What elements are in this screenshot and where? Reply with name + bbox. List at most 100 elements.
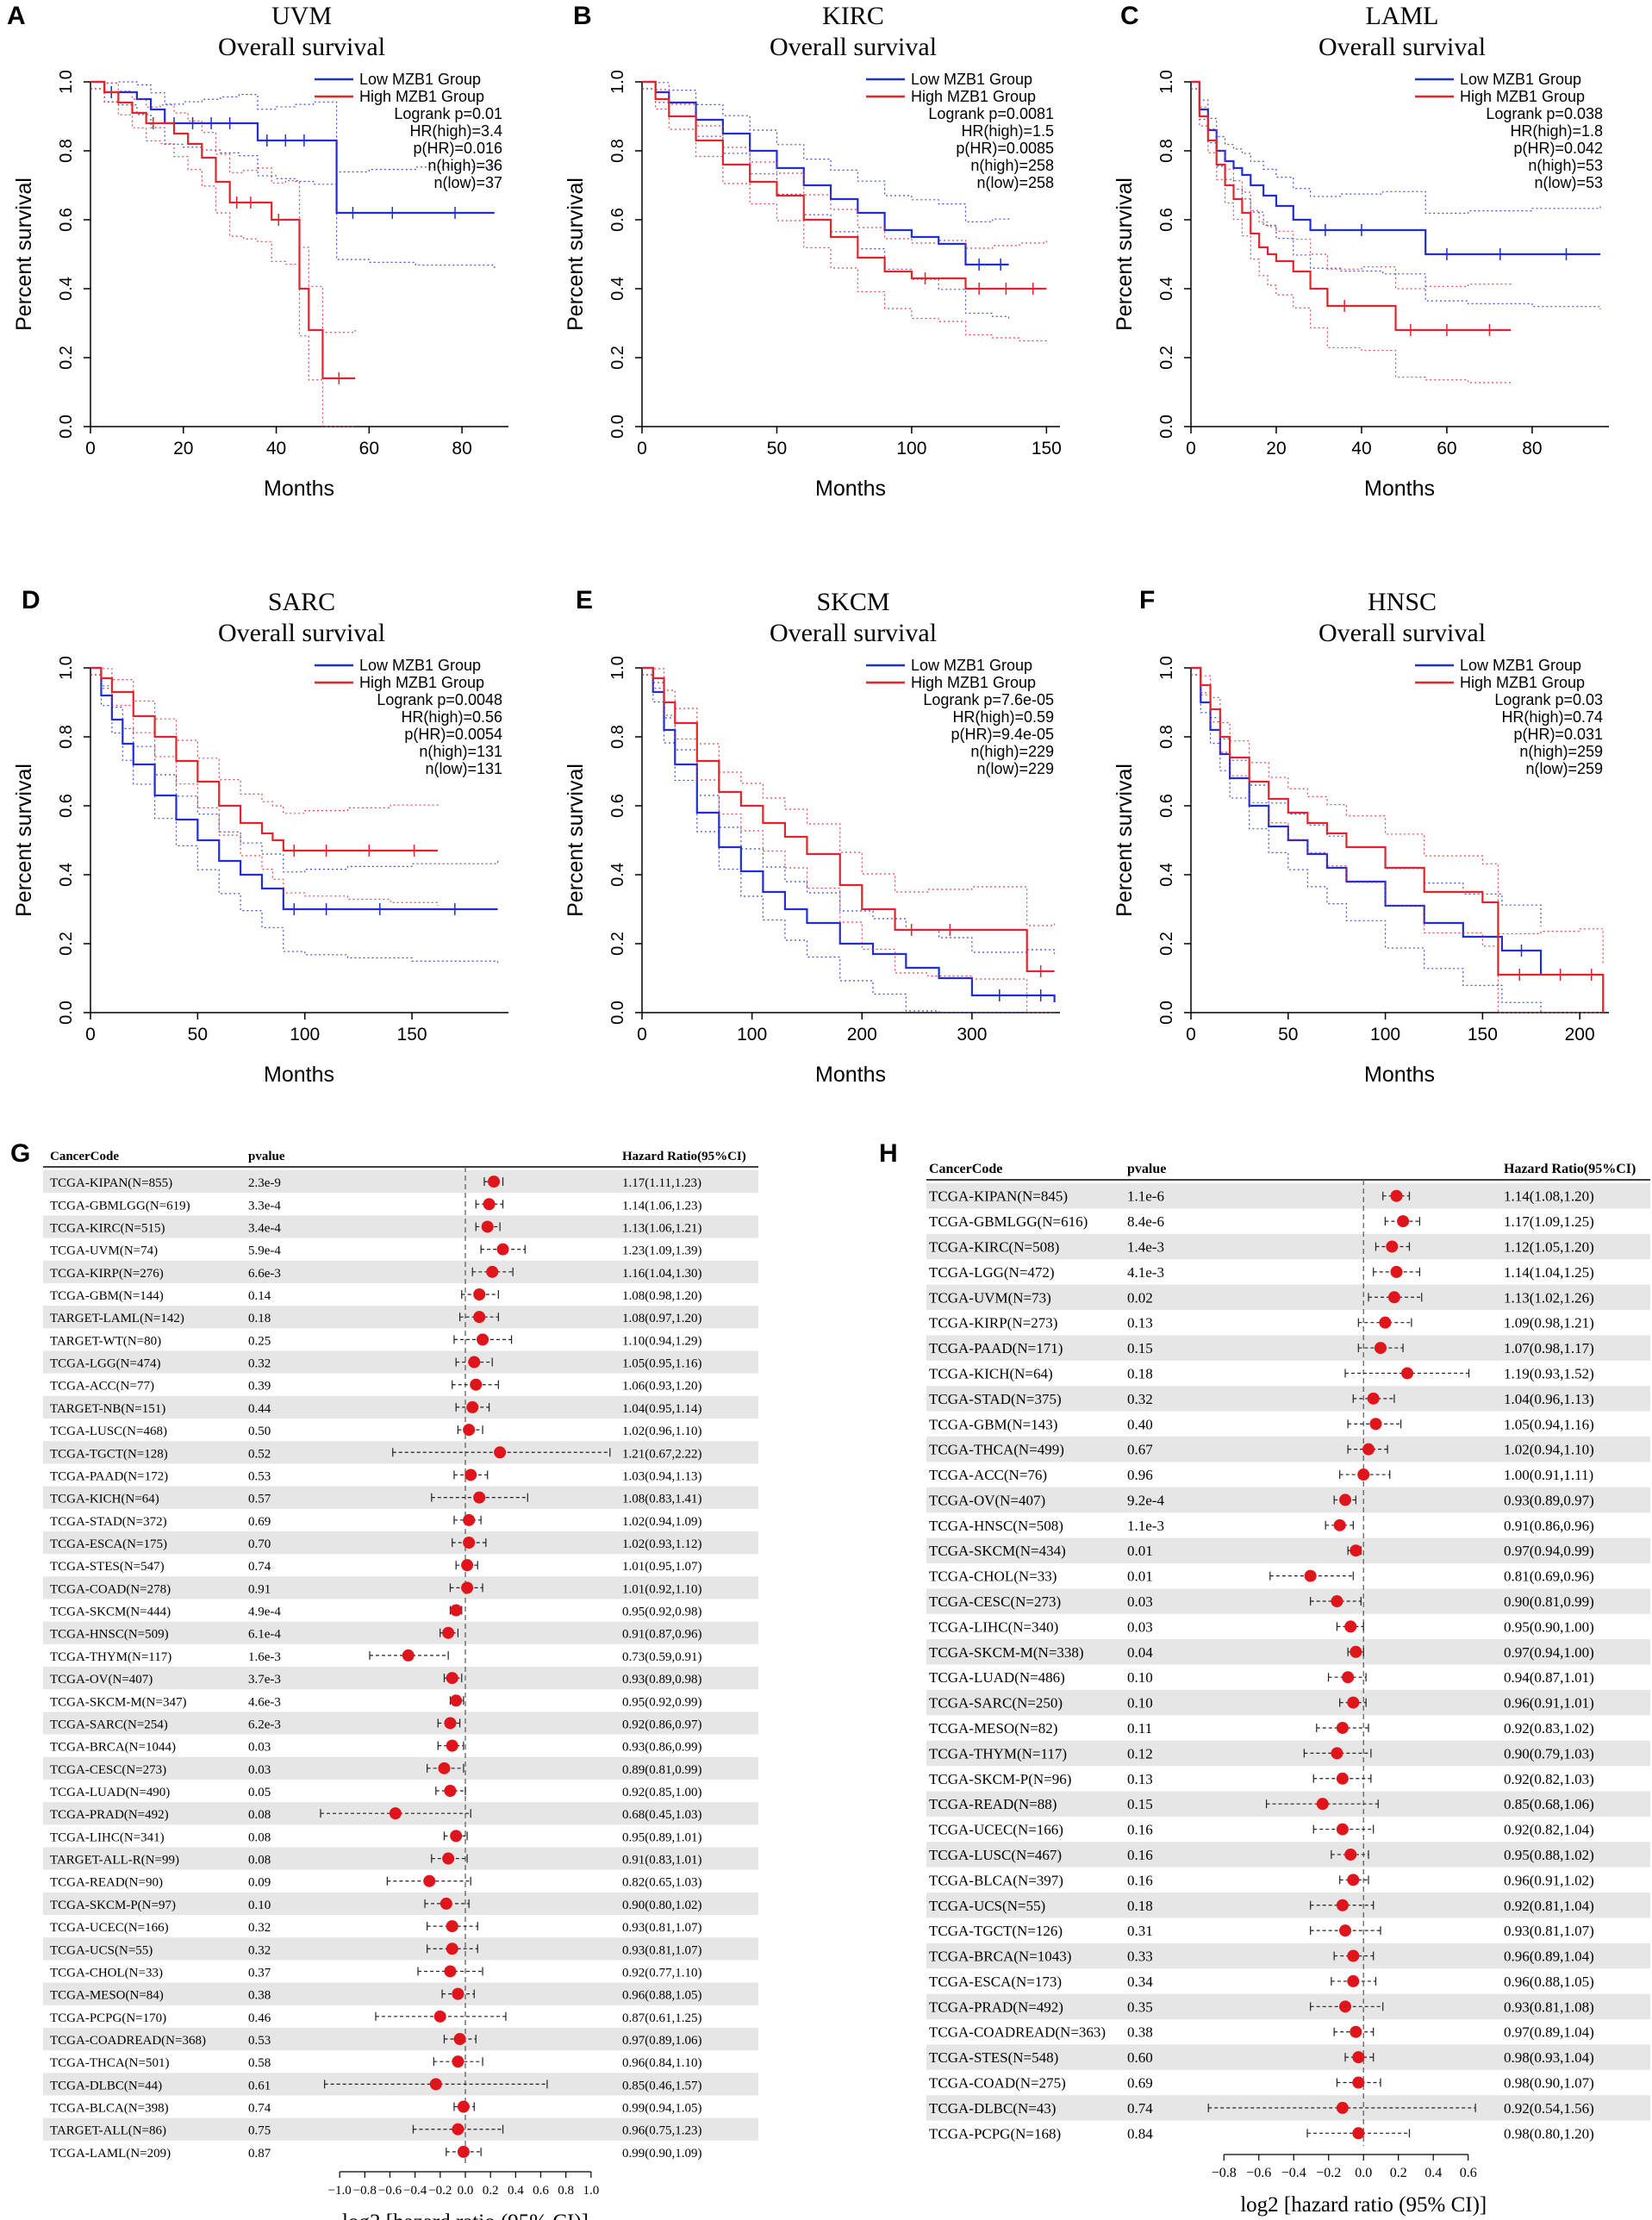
row-cancer-code: TCGA-UVM(N=73) bbox=[929, 1289, 1051, 1306]
x-axis-label: Months bbox=[815, 1063, 886, 1087]
row-hazard-ratio: 1.17(1.09,1.25) bbox=[1504, 1213, 1594, 1230]
y-tick-label: 0.4 bbox=[57, 863, 76, 887]
hr-point bbox=[496, 1243, 509, 1256]
row-hazard-ratio: 0.90(0.80,1.02) bbox=[622, 1899, 702, 1912]
y-tick-label: 0.8 bbox=[1157, 139, 1176, 163]
row-pvalue: 0.32 bbox=[248, 1943, 271, 1957]
km-panel-kirc: KIRC Overall survival 0.0 0.2 0.4 0.6 0.8 1.0 0 5… bbox=[552, 0, 1103, 517]
panel-label-h: H bbox=[879, 1139, 898, 1168]
row-band bbox=[926, 1740, 1650, 1767]
row-hazard-ratio: 0.92(0.82,1.04) bbox=[1504, 1822, 1594, 1838]
row-pvalue: 0.18 bbox=[248, 1312, 271, 1325]
legend-label: High MZB1 Group bbox=[911, 88, 1036, 105]
hr-point bbox=[446, 1739, 458, 1752]
row-hazard-ratio: 0.97(0.94,0.99) bbox=[1504, 1543, 1594, 1559]
x-axis-label: Months bbox=[1364, 477, 1435, 501]
hr-point bbox=[494, 1446, 507, 1459]
chart-title: KIRC bbox=[822, 2, 884, 30]
row-cancer-code: TCGA-UVM(N=74) bbox=[50, 1244, 158, 1258]
hr-point bbox=[481, 1220, 494, 1233]
series-low-line bbox=[90, 666, 498, 911]
row-cancer-code: TCGA-ACC(N=76) bbox=[929, 1467, 1047, 1483]
stat-label: HR(high)=1.8 bbox=[1510, 122, 1603, 140]
y-axis-label: Percent survival bbox=[564, 764, 588, 917]
row-hazard-ratio: 0.99(0.90,1.09) bbox=[622, 2147, 702, 2161]
hr-point bbox=[1352, 2076, 1365, 2089]
y-tick-label: 0.8 bbox=[608, 725, 627, 749]
panel-label-e: E bbox=[576, 586, 594, 614]
row-hazard-ratio: 0.98(0.93,1.04) bbox=[1504, 2049, 1594, 2066]
row-band bbox=[43, 1260, 758, 1283]
row-pvalue: 3.3e-4 bbox=[248, 1199, 281, 1213]
panel-label-c: C bbox=[1120, 2, 1139, 30]
row-hazard-ratio: 1.09(0.98,1.21) bbox=[1504, 1315, 1594, 1331]
row-band bbox=[926, 1893, 1650, 1918]
row-band bbox=[43, 2027, 758, 2051]
chart-subtitle: Overall survival bbox=[1318, 33, 1486, 61]
y-tick-label: 0.6 bbox=[1157, 794, 1176, 818]
hr-point bbox=[1339, 1494, 1352, 1506]
panel-label-a: A bbox=[7, 2, 26, 30]
x-tick-label: −0.4 bbox=[403, 2184, 427, 2198]
x-tick-label: 100 bbox=[896, 439, 926, 458]
row-cancer-code: TCGA-COADREAD(N=368) bbox=[50, 2034, 206, 2048]
row-hazard-ratio: 0.92(0.82,1.03) bbox=[1504, 1771, 1594, 1787]
stat-label: p(HR)=0.016 bbox=[413, 140, 502, 157]
row-pvalue: 0.15 bbox=[1127, 1340, 1153, 1356]
row-pvalue: 0.16 bbox=[1127, 1822, 1153, 1838]
y-tick-label: 0.0 bbox=[1157, 1001, 1176, 1025]
x-tick-label: 150 bbox=[1032, 439, 1062, 458]
series-high-line bbox=[90, 666, 438, 852]
row-band bbox=[926, 1284, 1650, 1310]
row-band bbox=[926, 1942, 1650, 1969]
row-cancer-code: TCGA-STAD(N=372) bbox=[50, 1515, 167, 1529]
chart-subtitle: Overall survival bbox=[218, 619, 385, 647]
row-band bbox=[43, 1892, 758, 1915]
stat-label: n(low)=229 bbox=[976, 760, 1054, 777]
hr-point bbox=[1347, 1696, 1360, 1709]
row-cancer-code: TCGA-LIHC(N=340) bbox=[929, 1618, 1058, 1635]
row-band bbox=[43, 2073, 758, 2096]
x-tick-label: 0 bbox=[637, 439, 647, 458]
x-tick-label: 0.6 bbox=[533, 2184, 549, 2198]
row-hazard-ratio: 1.07(0.98,1.17) bbox=[1504, 1340, 1594, 1356]
hr-point bbox=[1339, 1924, 1352, 1937]
row-hazard-ratio: 0.90(0.79,1.03) bbox=[1504, 1745, 1594, 1762]
row-hazard-ratio: 1.03(0.94,1.13) bbox=[622, 1469, 702, 1483]
y-tick-label: 0.4 bbox=[1157, 277, 1176, 301]
x-tick-label: −0.2 bbox=[1316, 2166, 1341, 2180]
y-tick-label: 1.0 bbox=[608, 70, 627, 94]
row-pvalue: 6.6e-3 bbox=[248, 1267, 281, 1281]
row-pvalue: 0.18 bbox=[1127, 1898, 1153, 1914]
hr-point bbox=[463, 1424, 476, 1437]
legend-label: Low MZB1 Group bbox=[911, 71, 1032, 88]
row-pvalue: 0.67 bbox=[1127, 1442, 1153, 1458]
header-cancercode: CancerCode bbox=[929, 1162, 1002, 1176]
row-hazard-ratio: 1.23(1.09,1.39) bbox=[622, 1244, 702, 1258]
row-hazard-ratio: 0.81(0.69,0.96) bbox=[1504, 1568, 1594, 1585]
row-cancer-code: TCGA-KIRP(N=276) bbox=[50, 1267, 164, 1281]
hr-point bbox=[433, 2010, 446, 2023]
y-tick-label: 0.2 bbox=[57, 932, 76, 956]
x-tick-label: 50 bbox=[1278, 1025, 1298, 1045]
km-panel-sarc: SARC Overall survival 0.0 0.2 0.4 0.6 0.8 1.0 0 5… bbox=[0, 586, 552, 1103]
row-cancer-code: TCGA-ESCA(N=175) bbox=[50, 1537, 167, 1551]
row-band bbox=[43, 1937, 758, 1961]
y-tick-label: 0.0 bbox=[57, 1001, 76, 1025]
x-tick-label: 1.0 bbox=[583, 2184, 599, 2198]
row-pvalue: 4.9e-4 bbox=[248, 1606, 281, 1619]
hr-point bbox=[463, 1513, 476, 1526]
x-tick-label: 100 bbox=[737, 1025, 767, 1045]
row-cancer-code: TCGA-HNSC(N=509) bbox=[50, 1628, 169, 1642]
row-cancer-code: TCGA-TGCT(N=128) bbox=[50, 1447, 168, 1461]
header-hazard-ratio: Hazard Ratio(95%CI) bbox=[622, 1150, 746, 1163]
row-cancer-code: TARGET-WT(N=80) bbox=[50, 1334, 161, 1348]
y-tick-label: 0.0 bbox=[608, 1001, 627, 1025]
row-cancer-code: TCGA-KIPAN(N=855) bbox=[50, 1176, 172, 1190]
row-hazard-ratio: 1.14(1.04,1.25) bbox=[1504, 1264, 1594, 1281]
legend-label: High MZB1 Group bbox=[359, 88, 484, 105]
legend-label: High MZB1 Group bbox=[911, 674, 1036, 691]
row-pvalue: 1.1e-3 bbox=[1127, 1518, 1164, 1534]
row-hazard-ratio: 0.91(0.83,1.01) bbox=[622, 1854, 702, 1868]
row-hazard-ratio: 0.96(0.84,1.10) bbox=[622, 2056, 702, 2070]
